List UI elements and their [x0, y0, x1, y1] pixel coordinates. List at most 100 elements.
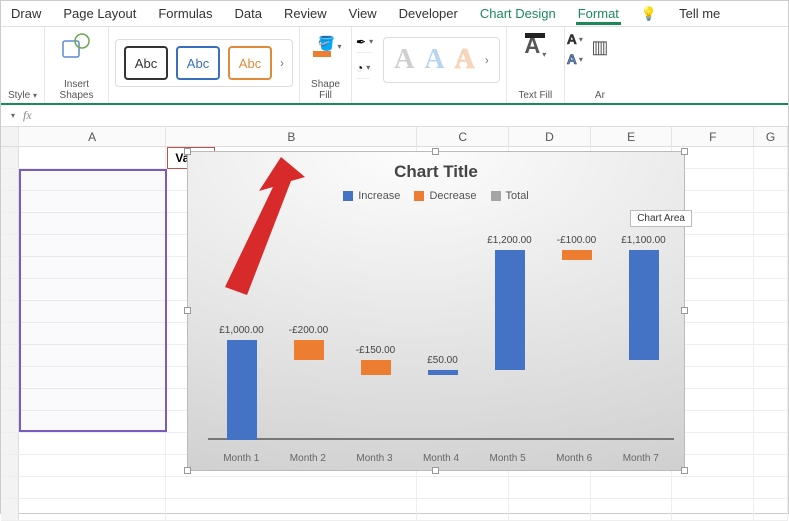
group-style: Style ▾	[1, 27, 45, 103]
resize-handle[interactable]	[432, 148, 439, 155]
shape-outline-button[interactable]: ✒︎▾	[356, 31, 373, 53]
text-outline-icon: A	[567, 31, 577, 47]
pen-icon: ✒︎	[356, 35, 366, 49]
plot-area[interactable]: £1,000.00 -£200.00 -£150.00 £50.00 £1,200.00…	[208, 222, 674, 440]
category-label: Month 2	[275, 453, 342, 464]
text-fill-label: Text Fill	[518, 90, 552, 101]
gallery-more-icon[interactable]: ›	[280, 56, 284, 70]
arrange-label: Ar	[595, 90, 605, 101]
col-header-D[interactable]: D	[509, 127, 591, 146]
dropdown-caret-icon[interactable]: ▾	[33, 91, 37, 100]
worksheet[interactable]: A B C D E F G Value Chart Title Increase…	[1, 127, 788, 515]
data-label: £1,000.00	[219, 325, 264, 336]
wordart-preset-1[interactable]: A	[394, 44, 414, 76]
column-headers[interactable]: A B C D E F G	[1, 127, 788, 147]
group-text-outline-effects: A▾ A▾	[565, 27, 585, 103]
resize-handle[interactable]	[681, 307, 688, 314]
data-label: -£150.00	[356, 345, 395, 356]
data-label: -£200.00	[289, 325, 328, 336]
wordart-preset-3[interactable]: A	[455, 44, 475, 76]
col-header-B[interactable]: B	[166, 127, 417, 146]
shape-style-preset-3[interactable]: Abc	[228, 46, 272, 80]
category-label: Month 3	[341, 453, 408, 464]
resize-handle[interactable]	[184, 467, 191, 474]
shapes-icon	[60, 31, 94, 61]
tab-chart-design[interactable]: Chart Design	[478, 3, 558, 24]
name-box-dropdown-icon[interactable]: ▾	[11, 111, 15, 120]
waterfall-bar[interactable]	[495, 250, 525, 370]
tab-page-layout[interactable]: Page Layout	[61, 3, 138, 24]
tab-draw[interactable]: Draw	[9, 3, 43, 24]
col-header-C[interactable]: C	[417, 127, 509, 146]
category-label: Month 5	[474, 453, 541, 464]
wordart-preset-2[interactable]: A	[424, 44, 444, 76]
shape-style-preset-2[interactable]: Abc	[176, 46, 220, 80]
text-outline-button[interactable]: A▾	[567, 31, 583, 47]
resize-handle[interactable]	[184, 307, 191, 314]
tab-formulas[interactable]: Formulas	[156, 3, 214, 24]
tab-view[interactable]: View	[347, 3, 379, 24]
dropdown-caret-icon[interactable]: ▾	[337, 42, 341, 51]
legend-label: Decrease	[429, 190, 476, 202]
text-effects-button[interactable]: A▾	[567, 51, 583, 67]
data-label: £1,100.00	[621, 235, 666, 246]
category-label: Month 4	[408, 453, 475, 464]
formula-bar[interactable]: ▾ fx	[1, 105, 788, 127]
legend-item-increase[interactable]: Increase	[343, 190, 400, 202]
shape-style-preset-1[interactable]: Abc	[124, 46, 168, 80]
waterfall-bar[interactable]	[629, 250, 659, 360]
category-label: Month 6	[541, 453, 608, 464]
chart-title[interactable]: Chart Title	[188, 162, 684, 182]
waterfall-bar[interactable]	[294, 340, 324, 360]
data-label: £50.00	[427, 355, 458, 366]
wordart-gallery[interactable]: A A A ›	[383, 37, 500, 83]
tab-developer[interactable]: Developer	[397, 3, 460, 24]
waterfall-bar[interactable]	[361, 360, 391, 375]
group-insert-shapes[interactable]: Insert Shapes	[45, 27, 109, 103]
shape-effects-button[interactable]: ◔▾	[356, 57, 370, 79]
ribbon-tabs: Draw Page Layout Formulas Data Review Vi…	[1, 1, 788, 27]
tell-me[interactable]: Tell me	[677, 3, 722, 24]
style-label: Style	[8, 90, 30, 101]
resize-handle[interactable]	[681, 467, 688, 474]
waterfall-bar[interactable]	[227, 340, 257, 440]
col-header-F[interactable]: F	[672, 127, 754, 146]
legend-item-decrease[interactable]: Decrease	[414, 190, 476, 202]
fx-label: fx	[23, 108, 32, 123]
legend-label: Increase	[358, 190, 400, 202]
group-shape-fill[interactable]: 🪣 ▾ Shape Fill	[300, 27, 352, 103]
group-text-fill[interactable]: A▾ Text Fill	[507, 27, 565, 103]
col-header-A[interactable]: A	[19, 127, 166, 146]
insert-shapes-label: Insert Shapes	[60, 79, 94, 101]
group-wordart: A A A ›	[377, 27, 507, 103]
resize-handle[interactable]	[432, 467, 439, 474]
arrange-icon: ▥	[591, 37, 608, 58]
col-header-G[interactable]: G	[754, 127, 788, 146]
group-arrange[interactable]: ▥ Ar	[585, 27, 615, 103]
embedded-chart[interactable]: Chart Title Increase Decrease Total £1,0…	[187, 151, 685, 471]
select-all-corner[interactable]	[1, 127, 19, 146]
data-label: £1,200.00	[487, 235, 532, 246]
legend-swatch	[491, 191, 501, 201]
chart-legend[interactable]: Increase Decrease Total	[188, 190, 684, 202]
chart-area-tooltip: Chart Area	[630, 210, 692, 227]
col-header-E[interactable]: E	[591, 127, 673, 146]
category-label: Month 7	[607, 453, 674, 464]
gallery-more-icon[interactable]: ›	[485, 53, 489, 67]
data-label: -£100.00	[557, 235, 596, 246]
group-shape-outline-effects: ✒︎▾ ◔▾	[352, 27, 377, 103]
group-shape-styles: Abc Abc Abc ›	[109, 27, 300, 103]
waterfall-bar[interactable]	[428, 370, 458, 375]
tab-review[interactable]: Review	[282, 3, 329, 24]
legend-label: Total	[506, 190, 529, 202]
shape-style-gallery[interactable]: Abc Abc Abc ›	[115, 39, 293, 87]
tab-data[interactable]: Data	[233, 3, 264, 24]
category-axis-labels: Month 1Month 2Month 3Month 4Month 5Month…	[208, 453, 674, 464]
waterfall-bar[interactable]	[562, 250, 592, 260]
tab-format[interactable]: Format	[576, 3, 621, 25]
x-axis-line	[208, 438, 674, 440]
legend-item-total[interactable]: Total	[491, 190, 529, 202]
text-effects-icon: A	[567, 51, 577, 67]
resize-handle[interactable]	[681, 148, 688, 155]
resize-handle[interactable]	[184, 148, 191, 155]
